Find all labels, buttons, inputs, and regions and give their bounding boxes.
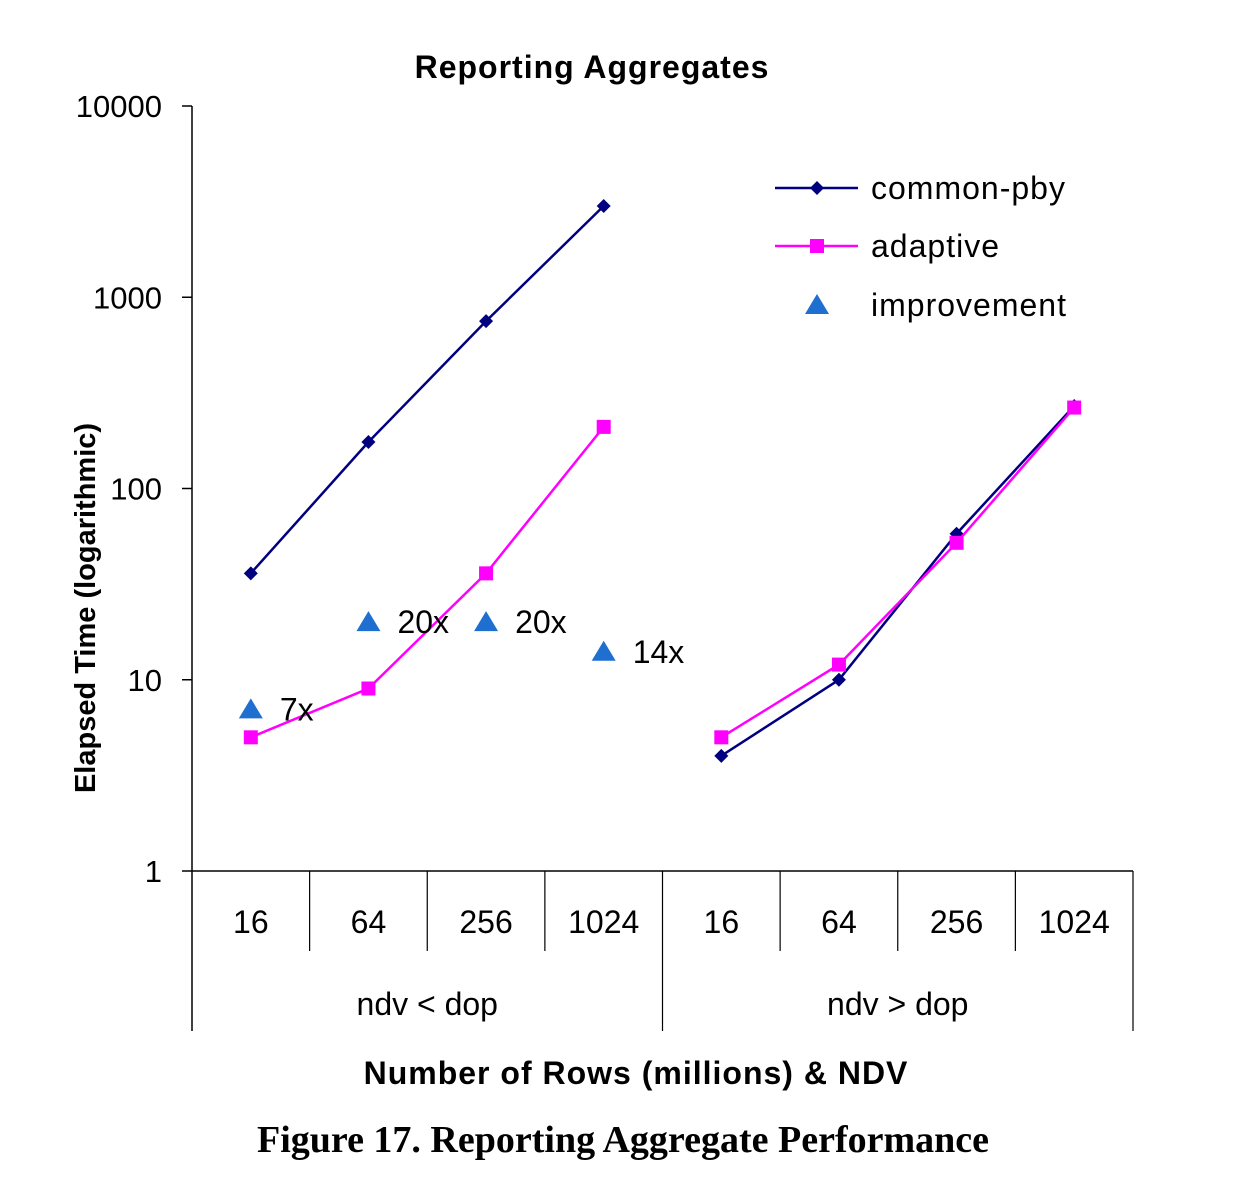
y-tick-label: 10000 bbox=[76, 89, 162, 124]
series-line-common-pby bbox=[249, 205, 605, 575]
data-label: 20x bbox=[397, 604, 449, 640]
series-line-adaptive bbox=[720, 406, 1076, 739]
series-line-adaptive bbox=[250, 426, 605, 739]
series-common-pby bbox=[243, 199, 1082, 763]
data-point-common-pby bbox=[243, 566, 258, 581]
legend-label-adaptive: adaptive bbox=[871, 228, 1000, 264]
group-label: ndv < dop bbox=[357, 986, 498, 1022]
group-label: ndv > dop bbox=[827, 986, 968, 1022]
series-improvement: 7x 20x 20x 14x bbox=[238, 604, 685, 727]
figure-caption: Figure 17. Reporting Aggregate Performan… bbox=[256, 1119, 989, 1161]
series-layer: 7x 20x 20x 14x bbox=[238, 199, 1082, 763]
x-tick-label: 1024 bbox=[1039, 904, 1110, 940]
data-point-adaptive bbox=[243, 730, 258, 745]
data-point-improvement bbox=[356, 611, 381, 632]
data-label: 14x bbox=[633, 634, 685, 670]
data-point-common-pby bbox=[714, 748, 729, 763]
data-point-adaptive bbox=[949, 535, 964, 550]
legend-marker-common-pby bbox=[810, 181, 824, 195]
x-tick-label: 16 bbox=[704, 904, 740, 940]
axes: 1 10 100 1000 10000 16 64 256 1024 16 64 256 1024 ndv… bbox=[76, 89, 1134, 1031]
y-tick-label: 1 bbox=[145, 854, 162, 889]
data-point-adaptive bbox=[831, 657, 846, 672]
data-point-improvement bbox=[474, 611, 499, 632]
legend-label-improvement: improvement bbox=[871, 287, 1067, 323]
data-point-common-pby bbox=[596, 199, 611, 214]
series-adaptive bbox=[243, 400, 1082, 745]
data-point-common-pby bbox=[479, 314, 494, 329]
y-tick-label: 100 bbox=[110, 472, 162, 507]
data-point-adaptive bbox=[1067, 400, 1082, 415]
x-axis-label: Number of Rows (millions) & NDV bbox=[364, 1055, 909, 1091]
legend: common-pby adaptive improvement bbox=[775, 170, 1067, 323]
data-point-adaptive bbox=[714, 730, 729, 745]
y-tick-label: 10 bbox=[128, 663, 162, 698]
data-point-improvement bbox=[591, 640, 616, 661]
data-point-adaptive bbox=[361, 681, 376, 696]
data-point-adaptive bbox=[596, 419, 611, 434]
data-label: 7x bbox=[280, 691, 314, 727]
x-tick-label: 256 bbox=[930, 904, 983, 940]
x-tick-label: 16 bbox=[233, 904, 269, 940]
legend-marker-adaptive bbox=[810, 239, 824, 253]
data-point-common-pby bbox=[831, 672, 846, 687]
x-tick-label: 1024 bbox=[568, 904, 639, 940]
data-point-improvement bbox=[238, 698, 263, 719]
x-tick-label: 64 bbox=[351, 904, 387, 940]
series-line-common-pby bbox=[720, 405, 1076, 757]
legend-marker-improvement bbox=[805, 294, 829, 314]
data-point-common-pby bbox=[361, 435, 376, 450]
legend-label-common-pby: common-pby bbox=[871, 170, 1066, 206]
chart-title: Reporting Aggregates bbox=[415, 49, 770, 85]
y-tick-label: 1000 bbox=[93, 280, 162, 315]
x-tick-label: 64 bbox=[821, 904, 857, 940]
x-tick-label: 256 bbox=[459, 904, 512, 940]
data-label: 20x bbox=[515, 604, 567, 640]
data-point-adaptive bbox=[479, 566, 494, 581]
y-axis-label: Elapsed Time (logarithmic) bbox=[70, 423, 102, 793]
